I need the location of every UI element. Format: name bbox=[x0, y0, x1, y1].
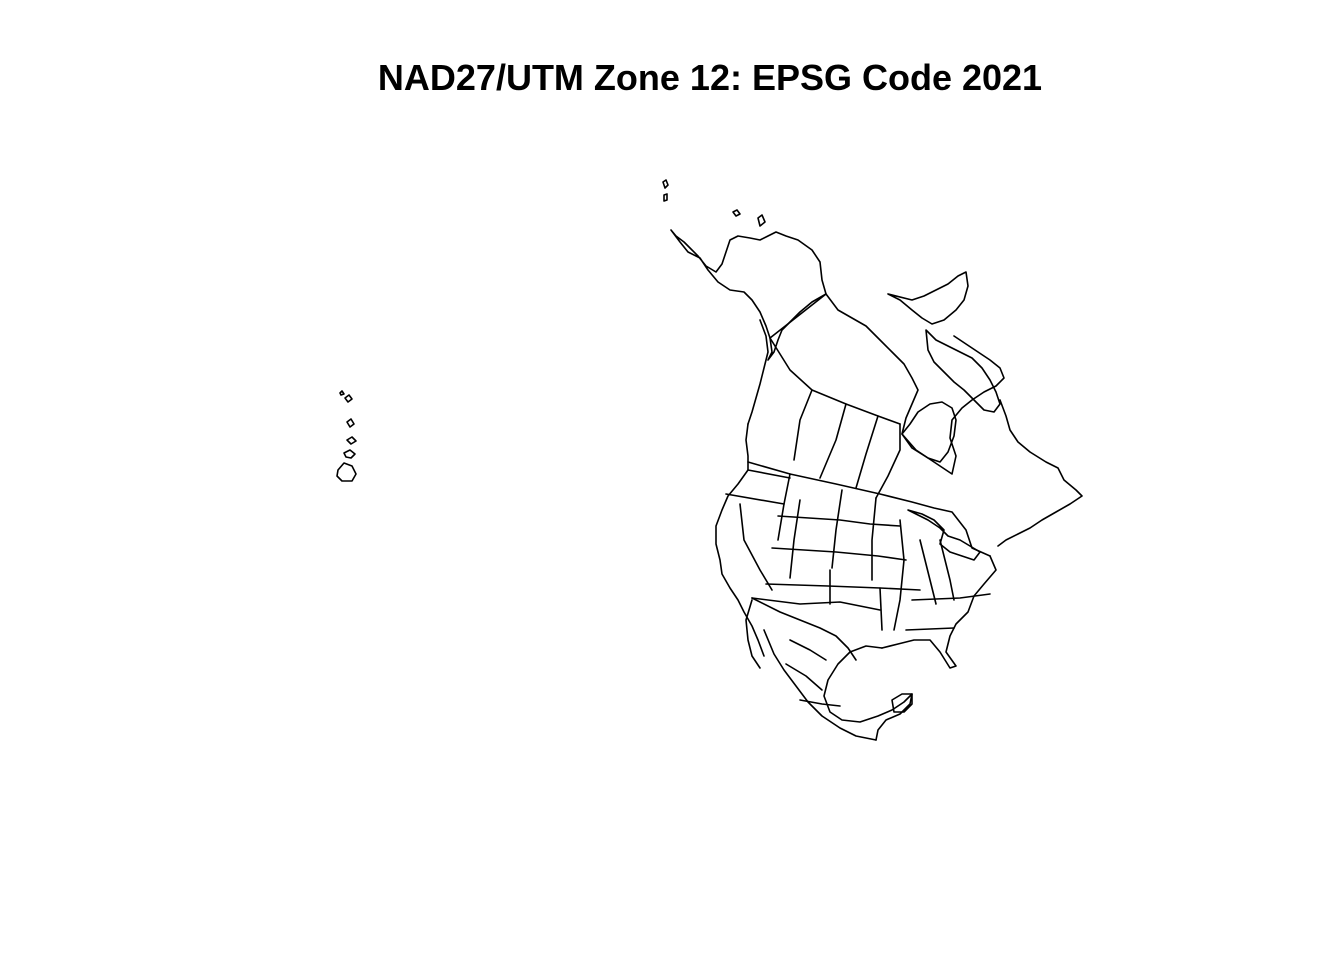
baffin-island bbox=[925, 329, 1001, 413]
state-line-or-ca bbox=[725, 493, 785, 505]
state-line-10 bbox=[893, 519, 905, 631]
mexico-state-1 bbox=[789, 639, 827, 661]
state-line-6 bbox=[871, 497, 877, 581]
canada-provinces-line-5 bbox=[875, 423, 901, 499]
state-line-3 bbox=[765, 583, 921, 591]
pacific-coast bbox=[715, 423, 765, 657]
state-line-5 bbox=[831, 489, 843, 569]
state-line-wa-or bbox=[747, 469, 791, 479]
west-coast-outline bbox=[715, 423, 765, 657]
hawaii-kauai bbox=[344, 394, 353, 403]
state-line-nv bbox=[739, 503, 773, 591]
hawaii-molokai bbox=[346, 436, 357, 445]
canada bbox=[769, 271, 1083, 547]
alaska bbox=[662, 179, 827, 425]
state-line-idaho bbox=[777, 473, 791, 541]
border-line bbox=[747, 461, 991, 557]
mexico-border bbox=[751, 597, 857, 661]
state-line-1 bbox=[777, 515, 901, 527]
gulf-coast bbox=[823, 645, 913, 741]
baja-california bbox=[745, 599, 761, 669]
canada-provinces-line-3 bbox=[819, 403, 847, 479]
alaska-panhandle bbox=[747, 319, 769, 425]
us-canada-border bbox=[747, 461, 991, 557]
alaska-island-3 bbox=[732, 209, 741, 217]
mexico-state-2 bbox=[785, 663, 823, 691]
great-lakes bbox=[907, 509, 981, 561]
canada-provinces-line-1 bbox=[769, 337, 901, 425]
hawaii-niihau bbox=[339, 390, 345, 396]
mexico-state-3 bbox=[799, 699, 841, 707]
alaska-outline bbox=[670, 229, 827, 361]
alaska-island-1 bbox=[662, 179, 669, 189]
canada-provinces-line-2 bbox=[793, 389, 813, 461]
hawaii-big-island bbox=[336, 462, 357, 482]
state-line-11 bbox=[911, 593, 991, 601]
state-line-13 bbox=[919, 539, 937, 605]
mexico bbox=[745, 597, 913, 741]
alaska-island-2 bbox=[663, 193, 668, 202]
alaska-island-4 bbox=[757, 214, 766, 227]
state-line-14 bbox=[939, 539, 955, 601]
greenland-coast bbox=[887, 271, 969, 325]
canada-nwt-line bbox=[769, 293, 827, 339]
hawaii-oahu bbox=[346, 418, 355, 428]
hawaii-maui bbox=[343, 449, 356, 459]
east-coast bbox=[881, 555, 997, 669]
state-line-7 bbox=[751, 597, 881, 611]
map-title: NAD27/UTM Zone 12: EPSG Code 2021 bbox=[377, 57, 1043, 98]
canada-east-coast bbox=[997, 399, 1083, 547]
us-states bbox=[725, 469, 997, 669]
canada-arctic-coast bbox=[825, 293, 1005, 475]
state-line-2 bbox=[771, 547, 907, 561]
yucatan bbox=[891, 693, 913, 713]
state-line-12 bbox=[905, 627, 955, 631]
mexico-pacific-coast bbox=[763, 629, 877, 741]
hawaii-islands bbox=[336, 390, 357, 482]
state-line-9 bbox=[879, 587, 883, 631]
hudson-bay bbox=[901, 401, 957, 463]
state-line-4 bbox=[789, 499, 801, 579]
canada-provinces-line-4 bbox=[855, 415, 879, 489]
